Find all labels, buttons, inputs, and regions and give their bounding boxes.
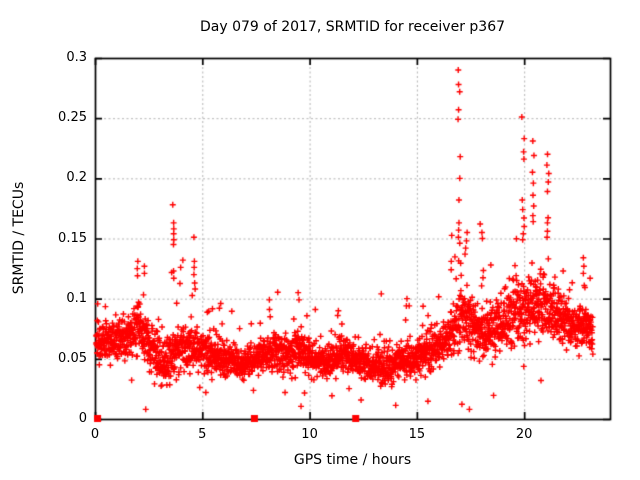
- x-tick-label: 0: [90, 427, 100, 442]
- y-tick-label: 0.05: [58, 350, 87, 366]
- y-tick-label: 0.2: [66, 170, 87, 186]
- x-tick-label: 20: [515, 427, 533, 442]
- x-tick-label: 5: [198, 427, 207, 442]
- y-tick-label: 0.1: [66, 290, 87, 306]
- x-axis-title: GPS time / hours: [293, 452, 412, 468]
- y-tick-label: 0.3: [66, 50, 87, 65]
- x-tick-label: 15: [408, 427, 426, 442]
- x-tick-label: 10: [301, 427, 318, 442]
- y-tick-label: 0.25: [58, 110, 87, 126]
- chart-title: Day 079 of 2017, SRMTID for receiver p36…: [199, 19, 506, 35]
- y-tick-label: 0.15: [58, 230, 87, 246]
- y-tick-label: 0: [78, 411, 87, 426]
